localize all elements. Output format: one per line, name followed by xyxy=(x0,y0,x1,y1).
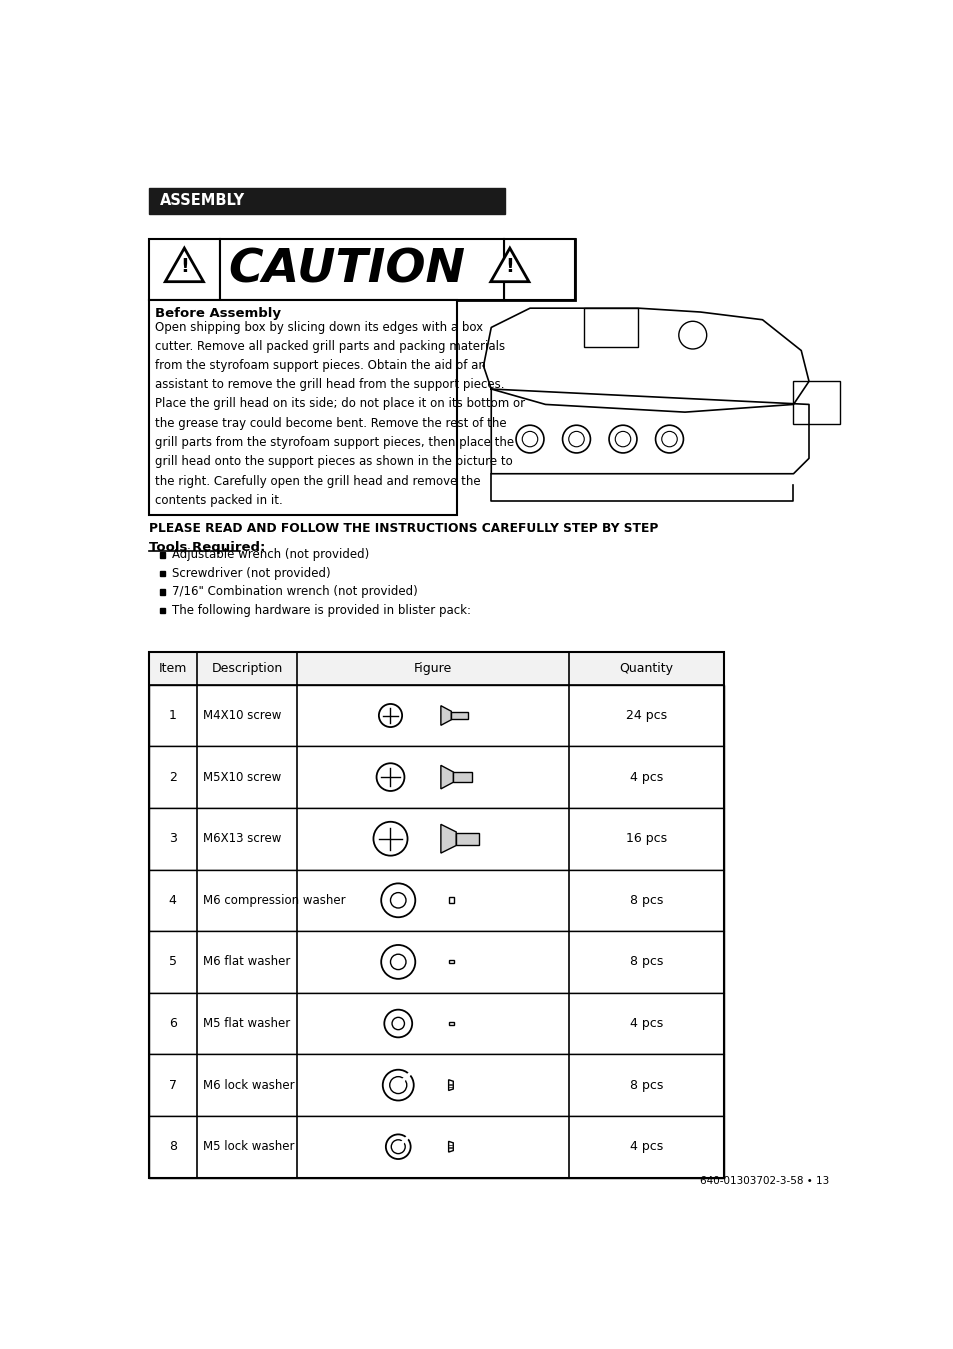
Bar xyxy=(149,746,723,808)
Bar xyxy=(793,382,840,424)
Text: Place the grill head on its side; do not place it on its bottom or: Place the grill head on its side; do not… xyxy=(154,398,524,410)
Text: M6 lock washer: M6 lock washer xyxy=(203,1079,294,1091)
Text: 1: 1 xyxy=(169,710,176,722)
Text: from the styrofoam support pieces. Obtain the aid of an: from the styrofoam support pieces. Obtai… xyxy=(154,359,485,372)
Text: Description: Description xyxy=(212,662,282,674)
Bar xyxy=(451,712,468,719)
Text: PLEASE READ AND FOLLOW THE INSTRUCTIONS CAREFULLY STEP BY STEP: PLEASE READ AND FOLLOW THE INSTRUCTIONS … xyxy=(149,522,658,536)
Polygon shape xyxy=(440,765,453,789)
Text: 7/16" Combination wrench (not provided): 7/16" Combination wrench (not provided) xyxy=(172,585,417,598)
Text: 8 pcs: 8 pcs xyxy=(629,894,662,907)
Bar xyxy=(149,653,723,685)
Text: 4 pcs: 4 pcs xyxy=(629,1140,662,1153)
Text: ASSEMBLY: ASSEMBLY xyxy=(159,193,244,208)
Polygon shape xyxy=(490,248,528,282)
Text: CAUTION: CAUTION xyxy=(229,247,465,293)
Text: M6 compression washer: M6 compression washer xyxy=(203,894,345,907)
Text: contents packed in it.: contents packed in it. xyxy=(154,494,282,507)
Text: 7: 7 xyxy=(169,1079,176,1091)
Text: 3: 3 xyxy=(169,832,176,846)
Bar xyxy=(149,239,575,301)
Text: M6 flat washer: M6 flat washer xyxy=(203,955,290,969)
Text: M5X10 screw: M5X10 screw xyxy=(203,770,281,784)
Text: !: ! xyxy=(505,258,514,277)
Text: M6X13 screw: M6X13 screw xyxy=(203,832,281,846)
Bar xyxy=(453,773,472,781)
Text: the right. Carefully open the grill head and remove the: the right. Carefully open the grill head… xyxy=(154,475,480,487)
Text: Item: Item xyxy=(158,662,187,674)
Text: 640-01303702-3-58 • 13: 640-01303702-3-58 • 13 xyxy=(700,1176,828,1186)
Text: cutter. Remove all packed grill parts and packing materials: cutter. Remove all packed grill parts an… xyxy=(154,340,504,352)
Text: Tools Required:: Tools Required: xyxy=(149,541,265,553)
Text: assistant to remove the grill head from the support pieces.: assistant to remove the grill head from … xyxy=(154,378,504,391)
Text: !: ! xyxy=(180,258,189,277)
Text: 24 pcs: 24 pcs xyxy=(625,710,666,722)
Text: M4X10 screw: M4X10 screw xyxy=(203,710,281,722)
Text: Before Assembly: Before Assembly xyxy=(154,306,280,320)
Text: 8: 8 xyxy=(169,1140,176,1153)
Bar xyxy=(149,870,723,931)
Text: 5: 5 xyxy=(169,955,176,969)
Text: Adjustable wrench (not provided): Adjustable wrench (not provided) xyxy=(172,548,369,561)
Text: 4: 4 xyxy=(169,894,176,907)
Text: Quantity: Quantity xyxy=(618,662,673,674)
Bar xyxy=(456,832,479,844)
Text: Screwdriver (not provided): Screwdriver (not provided) xyxy=(172,567,331,580)
Text: 8 pcs: 8 pcs xyxy=(629,1079,662,1091)
Bar xyxy=(149,239,220,301)
Bar xyxy=(149,993,723,1055)
Text: M5 flat washer: M5 flat washer xyxy=(203,1017,290,1031)
Bar xyxy=(159,571,165,576)
Bar xyxy=(448,897,454,904)
Bar xyxy=(149,301,456,514)
Polygon shape xyxy=(165,248,203,282)
Text: grill head onto the support pieces as shown in the picture to: grill head onto the support pieces as sh… xyxy=(154,455,512,468)
Bar xyxy=(583,308,638,347)
Bar xyxy=(448,960,454,963)
Text: Open shipping box by slicing down its edges with a box: Open shipping box by slicing down its ed… xyxy=(154,321,482,333)
Text: M5 lock washer: M5 lock washer xyxy=(203,1140,294,1153)
Polygon shape xyxy=(440,824,456,853)
Bar xyxy=(159,590,165,595)
Text: 6: 6 xyxy=(169,1017,176,1031)
Text: 4 pcs: 4 pcs xyxy=(629,770,662,784)
Bar xyxy=(149,931,723,993)
Bar xyxy=(448,1023,454,1025)
Text: the grease tray could become bent. Remove the rest of the: the grease tray could become bent. Remov… xyxy=(154,417,506,430)
Bar xyxy=(149,685,723,746)
Polygon shape xyxy=(440,706,451,726)
Text: 8 pcs: 8 pcs xyxy=(629,955,662,969)
Bar xyxy=(149,188,505,214)
Text: The following hardware is provided in blister pack:: The following hardware is provided in bl… xyxy=(172,603,471,616)
Text: 16 pcs: 16 pcs xyxy=(625,832,666,846)
Bar xyxy=(149,808,723,870)
Bar xyxy=(159,607,165,612)
Text: Figure: Figure xyxy=(414,662,452,674)
Bar xyxy=(149,1116,723,1178)
Bar xyxy=(149,1055,723,1116)
Bar xyxy=(159,552,165,557)
Text: 4 pcs: 4 pcs xyxy=(629,1017,662,1031)
Bar xyxy=(220,239,503,301)
Text: grill parts from the styrofoam support pieces, then place the: grill parts from the styrofoam support p… xyxy=(154,436,514,449)
Bar xyxy=(503,239,575,301)
Bar xyxy=(149,653,723,1178)
Text: 2: 2 xyxy=(169,770,176,784)
